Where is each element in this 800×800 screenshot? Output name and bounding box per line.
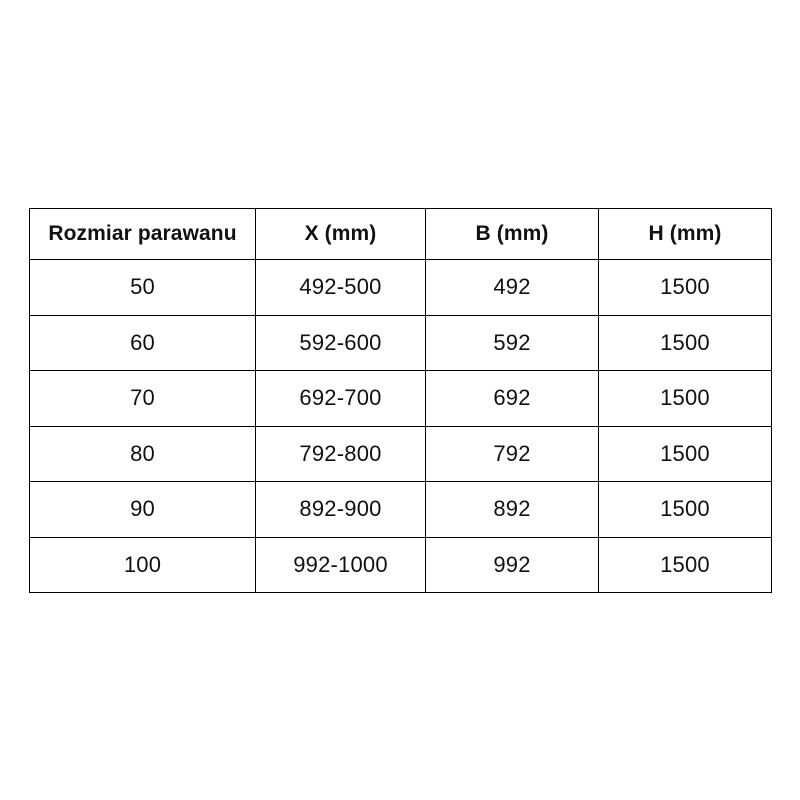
- spec-table-container: Rozmiar parawanu X (mm) B (mm) H (mm) 50…: [29, 208, 772, 593]
- table-body: 50 492-500 492 1500 60 592-600 592 1500 …: [29, 259, 772, 593]
- rozmiar-parawanu-spec-table: Rozmiar parawanu X (mm) B (mm) H (mm) 50…: [29, 208, 772, 593]
- cell-x: 692-700: [255, 370, 426, 427]
- cell-x: 992-1000: [255, 536, 426, 593]
- cell-b: 492: [425, 259, 599, 316]
- cell-x: 492-500: [255, 259, 426, 316]
- table-row: 80 792-800 792 1500: [29, 425, 772, 482]
- column-header-size: Rozmiar parawanu: [29, 208, 256, 260]
- cell-b: 892: [425, 481, 599, 538]
- cell-h: 1500: [598, 481, 772, 538]
- column-header-h: H (mm): [598, 208, 772, 260]
- cell-h: 1500: [598, 259, 772, 316]
- column-header-b: B (mm): [425, 208, 599, 260]
- cell-b: 592: [425, 314, 599, 371]
- cell-h: 1500: [598, 425, 772, 482]
- cell-size: 70: [29, 370, 256, 427]
- cell-h: 1500: [598, 536, 772, 593]
- cell-x: 592-600: [255, 314, 426, 371]
- cell-b: 992: [425, 536, 599, 593]
- table-row: 50 492-500 492 1500: [29, 259, 772, 316]
- cell-b: 692: [425, 370, 599, 427]
- table-header-row: Rozmiar parawanu X (mm) B (mm) H (mm): [29, 208, 772, 260]
- cell-x: 892-900: [255, 481, 426, 538]
- column-header-x: X (mm): [255, 208, 426, 260]
- table-row: 100 992-1000 992 1500: [29, 536, 772, 593]
- cell-x: 792-800: [255, 425, 426, 482]
- cell-size: 50: [29, 259, 256, 316]
- cell-h: 1500: [598, 314, 772, 371]
- cell-size: 60: [29, 314, 256, 371]
- table-header: Rozmiar parawanu X (mm) B (mm) H (mm): [29, 208, 772, 260]
- table-row: 90 892-900 892 1500: [29, 481, 772, 538]
- cell-size: 100: [29, 536, 256, 593]
- cell-b: 792: [425, 425, 599, 482]
- cell-h: 1500: [598, 370, 772, 427]
- cell-size: 80: [29, 425, 256, 482]
- table-row: 60 592-600 592 1500: [29, 314, 772, 371]
- cell-size: 90: [29, 481, 256, 538]
- table-row: 70 692-700 692 1500: [29, 370, 772, 427]
